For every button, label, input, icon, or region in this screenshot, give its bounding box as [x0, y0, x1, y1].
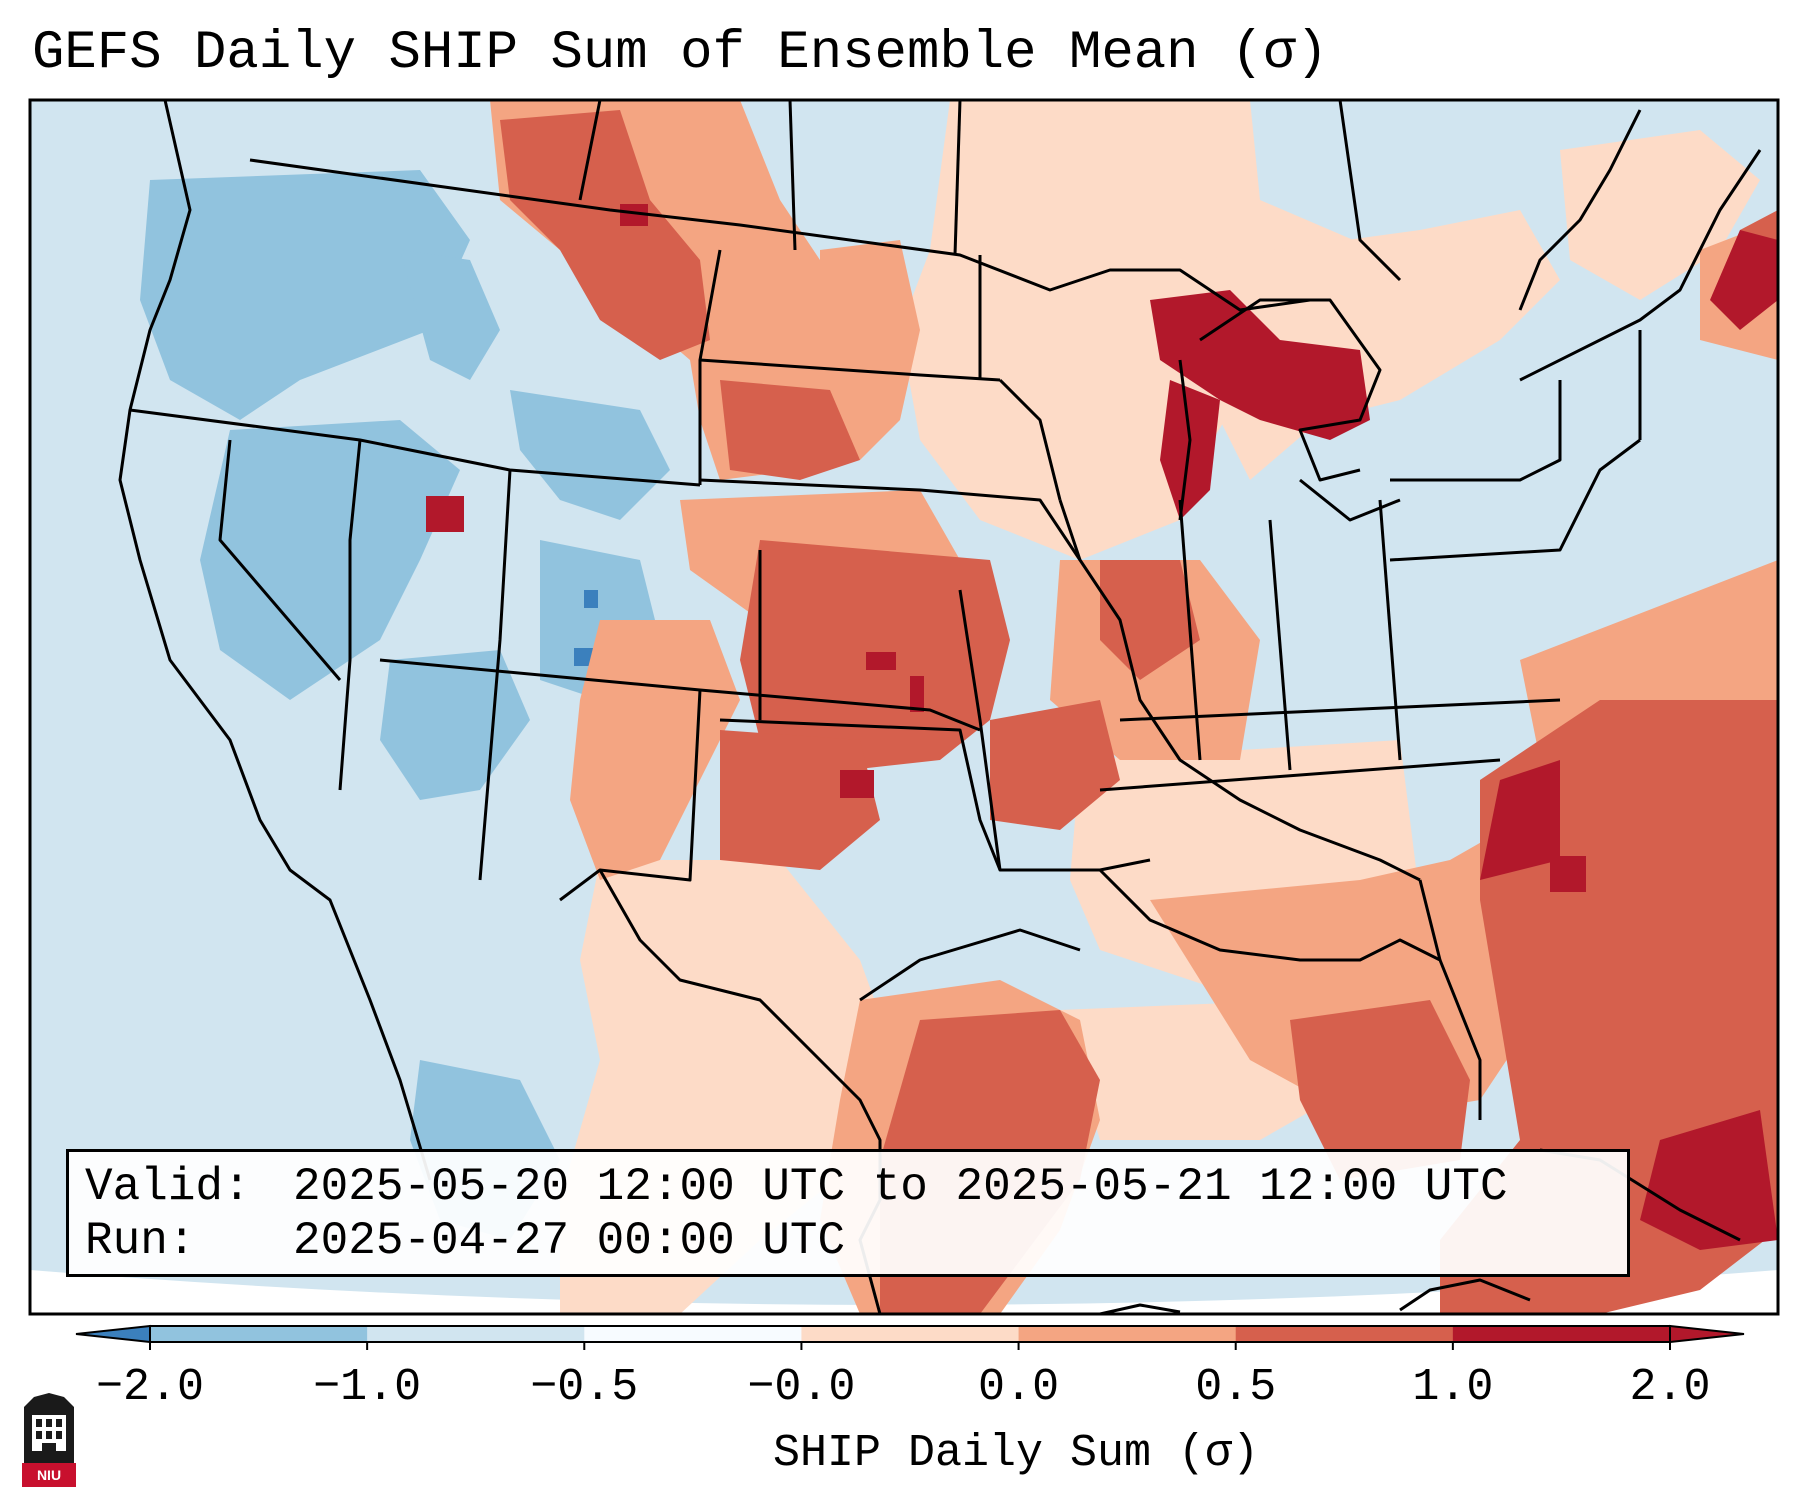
- colorbar-segment: [1018, 1326, 1237, 1342]
- colorbar-segment: [1452, 1326, 1671, 1342]
- run-line: Run: 2025-04-27 00:00 UTC: [85, 1214, 1627, 1268]
- colorbar-segment: [150, 1326, 368, 1342]
- map-border: [28, 98, 1780, 1316]
- colorbar-extend-max: [1669, 1324, 1745, 1344]
- colorbar-tick-label: 0.0: [978, 1362, 1060, 1413]
- colorbar-tick-label: 2.0: [1629, 1362, 1711, 1413]
- extreme-positive-layer: [426, 204, 1778, 1250]
- info-box: Valid: 2025-05-20 12:00 UTC to 2025-05-21…: [66, 1149, 1630, 1277]
- colorbar-tick-labels: −2.0 −1.0 −0.5 −0.0 0.0 0.5 1.0 2.0: [0, 1360, 1803, 1420]
- colorbar-segment: [367, 1326, 585, 1342]
- colorbar-tick-label: −2.0: [95, 1362, 205, 1413]
- run-value: 2025-04-27 00:00 UTC: [293, 1215, 846, 1267]
- colorbar-extend-min: [75, 1324, 151, 1344]
- niu-logo: NIU: [22, 1393, 76, 1487]
- colorbar-tick-label: −0.0: [747, 1362, 856, 1413]
- colorbar: [75, 1324, 1745, 1350]
- map-area: [30, 100, 1778, 1314]
- colorbar-segment: [584, 1326, 802, 1342]
- valid-value: 2025-05-20 12:00 UTC to 2025-05-21 12:00…: [293, 1161, 1508, 1213]
- run-key: Run:: [85, 1215, 196, 1267]
- colorbar-tick-label: −0.5: [530, 1362, 639, 1413]
- colorbar-tick-label: −1.0: [313, 1362, 422, 1413]
- valid-key: Valid:: [85, 1161, 251, 1213]
- colorbar-outline: [149, 1325, 1671, 1343]
- colorbar-segment: [801, 1326, 1020, 1342]
- map-title: GEFS Daily SHIP Sum of Ensemble Mean (σ): [32, 23, 1329, 84]
- colorbar-label: SHIP Daily Sum (σ): [772, 1428, 1260, 1479]
- colorbar-tick-label: 1.0: [1412, 1362, 1494, 1413]
- colorbar-segment: [1235, 1326, 1454, 1342]
- colorbar-tick-label: 0.5: [1195, 1362, 1277, 1413]
- map-boundaries: [118, 100, 1762, 1314]
- valid-line: Valid: 2025-05-20 12:00 UTC to 2025-05-21…: [85, 1160, 1627, 1214]
